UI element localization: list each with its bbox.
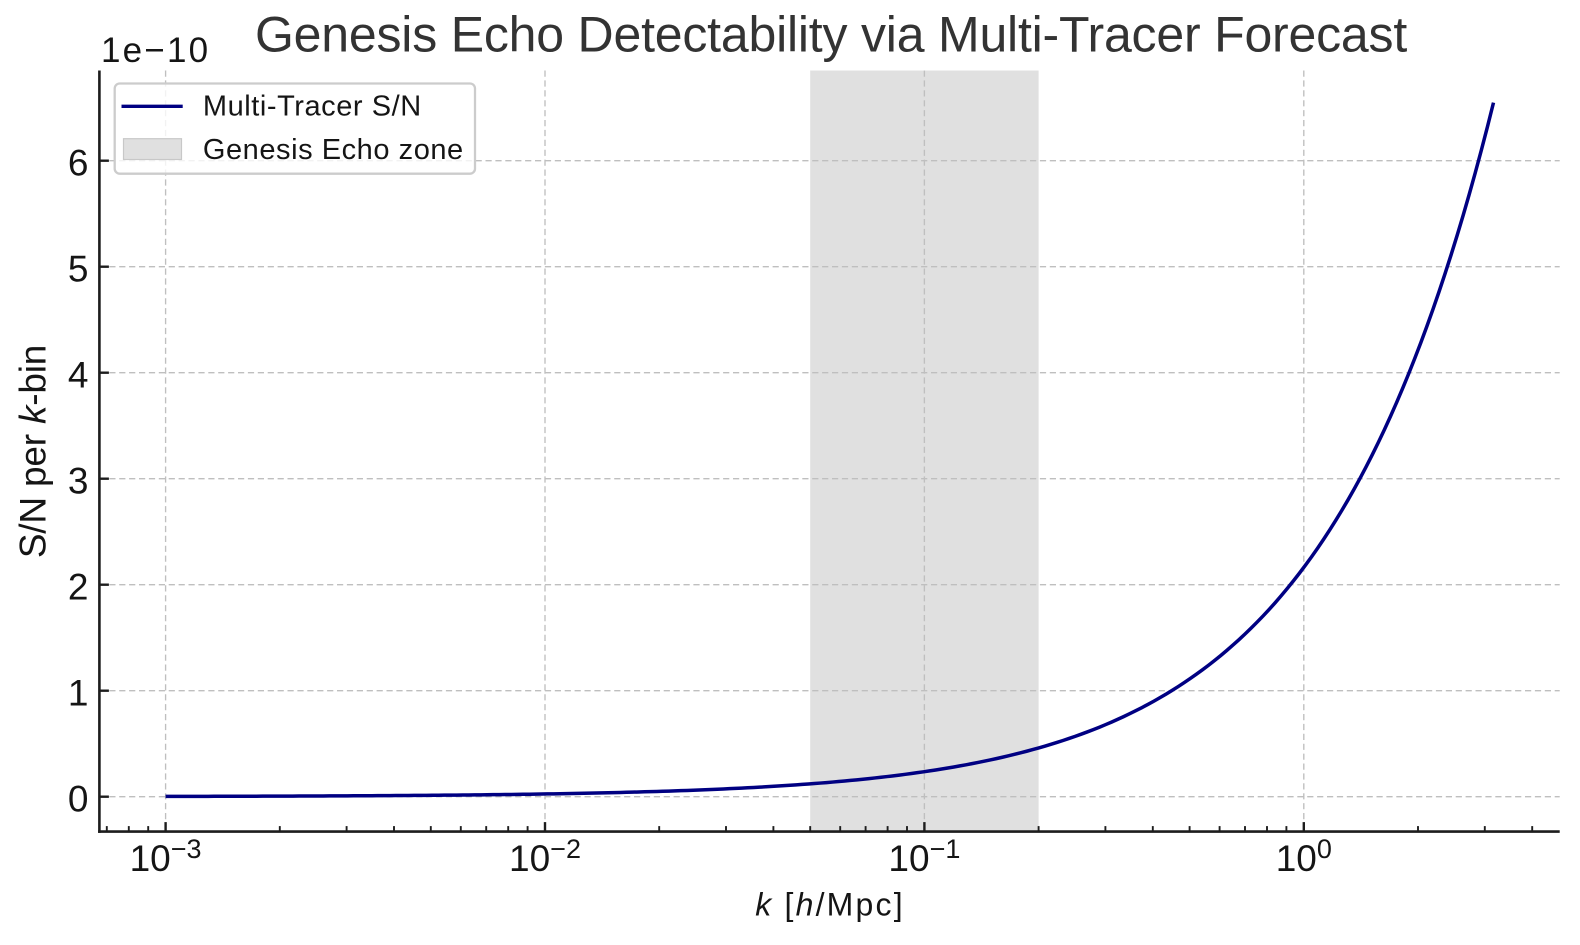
svg-text:6: 6 bbox=[68, 143, 89, 184]
svg-text:3: 3 bbox=[68, 461, 89, 502]
svg-text:Genesis Echo zone: Genesis Echo zone bbox=[203, 134, 464, 166]
svg-text:0: 0 bbox=[68, 779, 89, 820]
svg-text:k [h/Mpc]: k [h/Mpc] bbox=[755, 886, 905, 922]
svg-text:4: 4 bbox=[68, 355, 89, 396]
svg-text:10−3: 10−3 bbox=[130, 834, 202, 879]
svg-text:5: 5 bbox=[68, 249, 89, 290]
svg-text:Multi-Tracer S/N: Multi-Tracer S/N bbox=[203, 91, 422, 123]
svg-text:10−2: 10−2 bbox=[509, 834, 581, 879]
svg-text:10−1: 10−1 bbox=[888, 834, 960, 879]
svg-text:100: 100 bbox=[1276, 834, 1332, 879]
svg-text:1: 1 bbox=[68, 673, 89, 714]
svg-text:1e−10: 1e−10 bbox=[101, 31, 210, 70]
svg-text:2: 2 bbox=[68, 567, 89, 608]
svg-text:S/N per k-bin: S/N per k-bin bbox=[13, 345, 54, 558]
svg-text:Genesis Echo Detectability via: Genesis Echo Detectability via Multi-Tra… bbox=[255, 6, 1407, 62]
